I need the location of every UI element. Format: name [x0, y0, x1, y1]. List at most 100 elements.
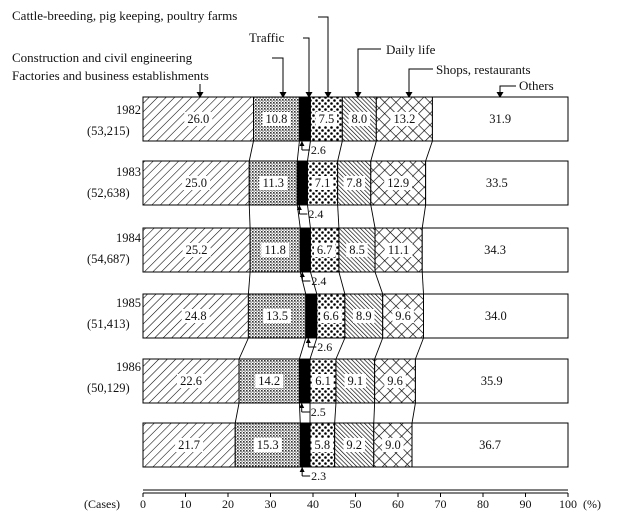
others-segment [411, 422, 569, 468]
bar-value-label: 34.3 [484, 243, 506, 257]
bar-value-label: 7.1 [315, 176, 331, 190]
bar-value-label: 6.7 [317, 243, 333, 257]
value-label-backdrop [343, 438, 365, 452]
segment-connector-line [334, 402, 337, 424]
bar-value-label: 35.9 [481, 374, 503, 388]
value-label-backdrop [343, 176, 365, 190]
livestock-segment [298, 96, 311, 142]
y-labels: 1982 (53,215) 1983 (52,638) 1984 (54,687… [87, 103, 142, 395]
value-label-backdrop [263, 309, 292, 323]
value-label-backdrop [253, 438, 282, 452]
segment-connector-line [374, 337, 384, 360]
legend-label-construction: Construction and civil engineering [12, 50, 193, 65]
bar-value-label: 33.5 [486, 176, 508, 190]
segment-connector-line [298, 337, 307, 360]
bar-value-labels: 26.0 10.8 7.5 8.0 13.2 31.9 25.0 11.3 7.1 7.8 12.9… [175, 112, 511, 452]
livestock-segment [299, 422, 311, 468]
bar-year-label: 1984 [116, 231, 142, 245]
segment-connector-line [337, 140, 343, 162]
bar-year-label: 1982 [116, 103, 141, 117]
x-tick-label: 50 [350, 497, 362, 511]
legend-label-others: Others [519, 78, 554, 93]
bar-value-label: 24.8 [185, 309, 207, 323]
legend-label-cattle: Cattle-breeding, pig keeping, poultry fa… [12, 8, 237, 23]
value-label-backdrop [184, 112, 213, 126]
bar-value-label: 15.3 [257, 438, 279, 452]
value-label-backdrop [255, 374, 284, 388]
bar-value-label: 6.6 [323, 309, 339, 323]
small-value-arrowhead [299, 403, 305, 408]
segment-connector-line [338, 271, 346, 295]
bar-value-label: 14.2 [258, 374, 280, 388]
bar-cases-label: (50,129) [87, 381, 130, 395]
segment-connector-line [310, 271, 318, 295]
bar-value-label: 10.8 [265, 112, 287, 126]
bar-cases-label: (54,687) [87, 252, 130, 266]
value-label-backdrop [262, 112, 291, 126]
small-value-label: 2.3 [311, 469, 326, 483]
segment-connector-line [307, 204, 311, 229]
legend-label-shops: Shops, restaurants [436, 62, 531, 77]
bar-value-label: 9.6 [387, 374, 403, 388]
bar-value-label: 11.8 [264, 243, 285, 257]
small-value-arrowhead [299, 467, 305, 472]
bar-value-label: 13.5 [266, 309, 288, 323]
value-label-backdrop [392, 309, 414, 323]
segment-connector-line [298, 402, 301, 424]
x-axis: (Cases) (%) 0 10 20 30 40 50 60 70 80 90 100 [84, 489, 601, 511]
x-axis-percent-label: (%) [583, 497, 601, 511]
value-label-backdrop [175, 438, 204, 452]
bar-value-label: 5.8 [314, 438, 330, 452]
small-value-label: 2.4 [308, 207, 323, 221]
bar-value-label: 22.6 [180, 374, 202, 388]
bar-year-label: 1986 [116, 360, 141, 374]
others-segment [423, 293, 569, 339]
segment-connector-line [247, 271, 251, 295]
segment-connector-line [373, 402, 376, 424]
bars [142, 96, 569, 468]
small-value-arrowhead [299, 141, 305, 146]
bar-value-label: 8.0 [351, 112, 367, 126]
segment-connector-line [309, 337, 318, 360]
segment-connector-line [421, 204, 427, 229]
shops-segment [374, 227, 423, 273]
value-label-backdrop [313, 243, 336, 257]
x-tick-label: 10 [180, 497, 192, 511]
value-label-backdrop [320, 309, 342, 323]
bar-value-label: 7.5 [319, 112, 335, 126]
others-segment [425, 160, 569, 206]
small-value-label: 2.6 [311, 143, 326, 157]
construction-segment [247, 293, 307, 339]
segment-connector-line [307, 140, 311, 162]
bar-value-label: 9.6 [395, 309, 411, 323]
bar-value-label: 34.0 [485, 309, 507, 323]
x-tick-label: 0 [140, 497, 146, 511]
segment-connector-line [335, 337, 346, 360]
livestock-segment [305, 293, 318, 339]
value-label-backdrop [384, 176, 413, 190]
value-label-backdrop [384, 374, 406, 388]
livestock-segment [296, 160, 308, 206]
bar-value-label: 9.0 [385, 438, 401, 452]
bar-value-label: 8.5 [349, 243, 365, 257]
segment-connector-line [374, 271, 384, 295]
segment-connector-line [337, 204, 340, 229]
segment-connector-line [411, 402, 416, 424]
segment-connector-line [248, 140, 254, 162]
legend-arrowheads [196, 92, 504, 98]
bar-value-label: 9.1 [347, 374, 363, 388]
value-label-backdrop [348, 112, 371, 126]
small-value-arrowhead [305, 338, 311, 343]
bar-value-label: 12.9 [387, 176, 409, 190]
value-label-backdrop [182, 243, 211, 257]
segment-connector-line [234, 402, 240, 424]
value-label-backdrop [261, 243, 290, 257]
bar-value-label: 21.7 [178, 438, 200, 452]
bar-cases-label: (52,638) [87, 186, 130, 200]
bar-value-label: 36.7 [479, 438, 501, 452]
segment-connector-line [248, 204, 251, 229]
small-value-arrowhead [299, 272, 305, 277]
value-label-backdrop [315, 112, 338, 126]
segment-connector-line [421, 271, 424, 295]
